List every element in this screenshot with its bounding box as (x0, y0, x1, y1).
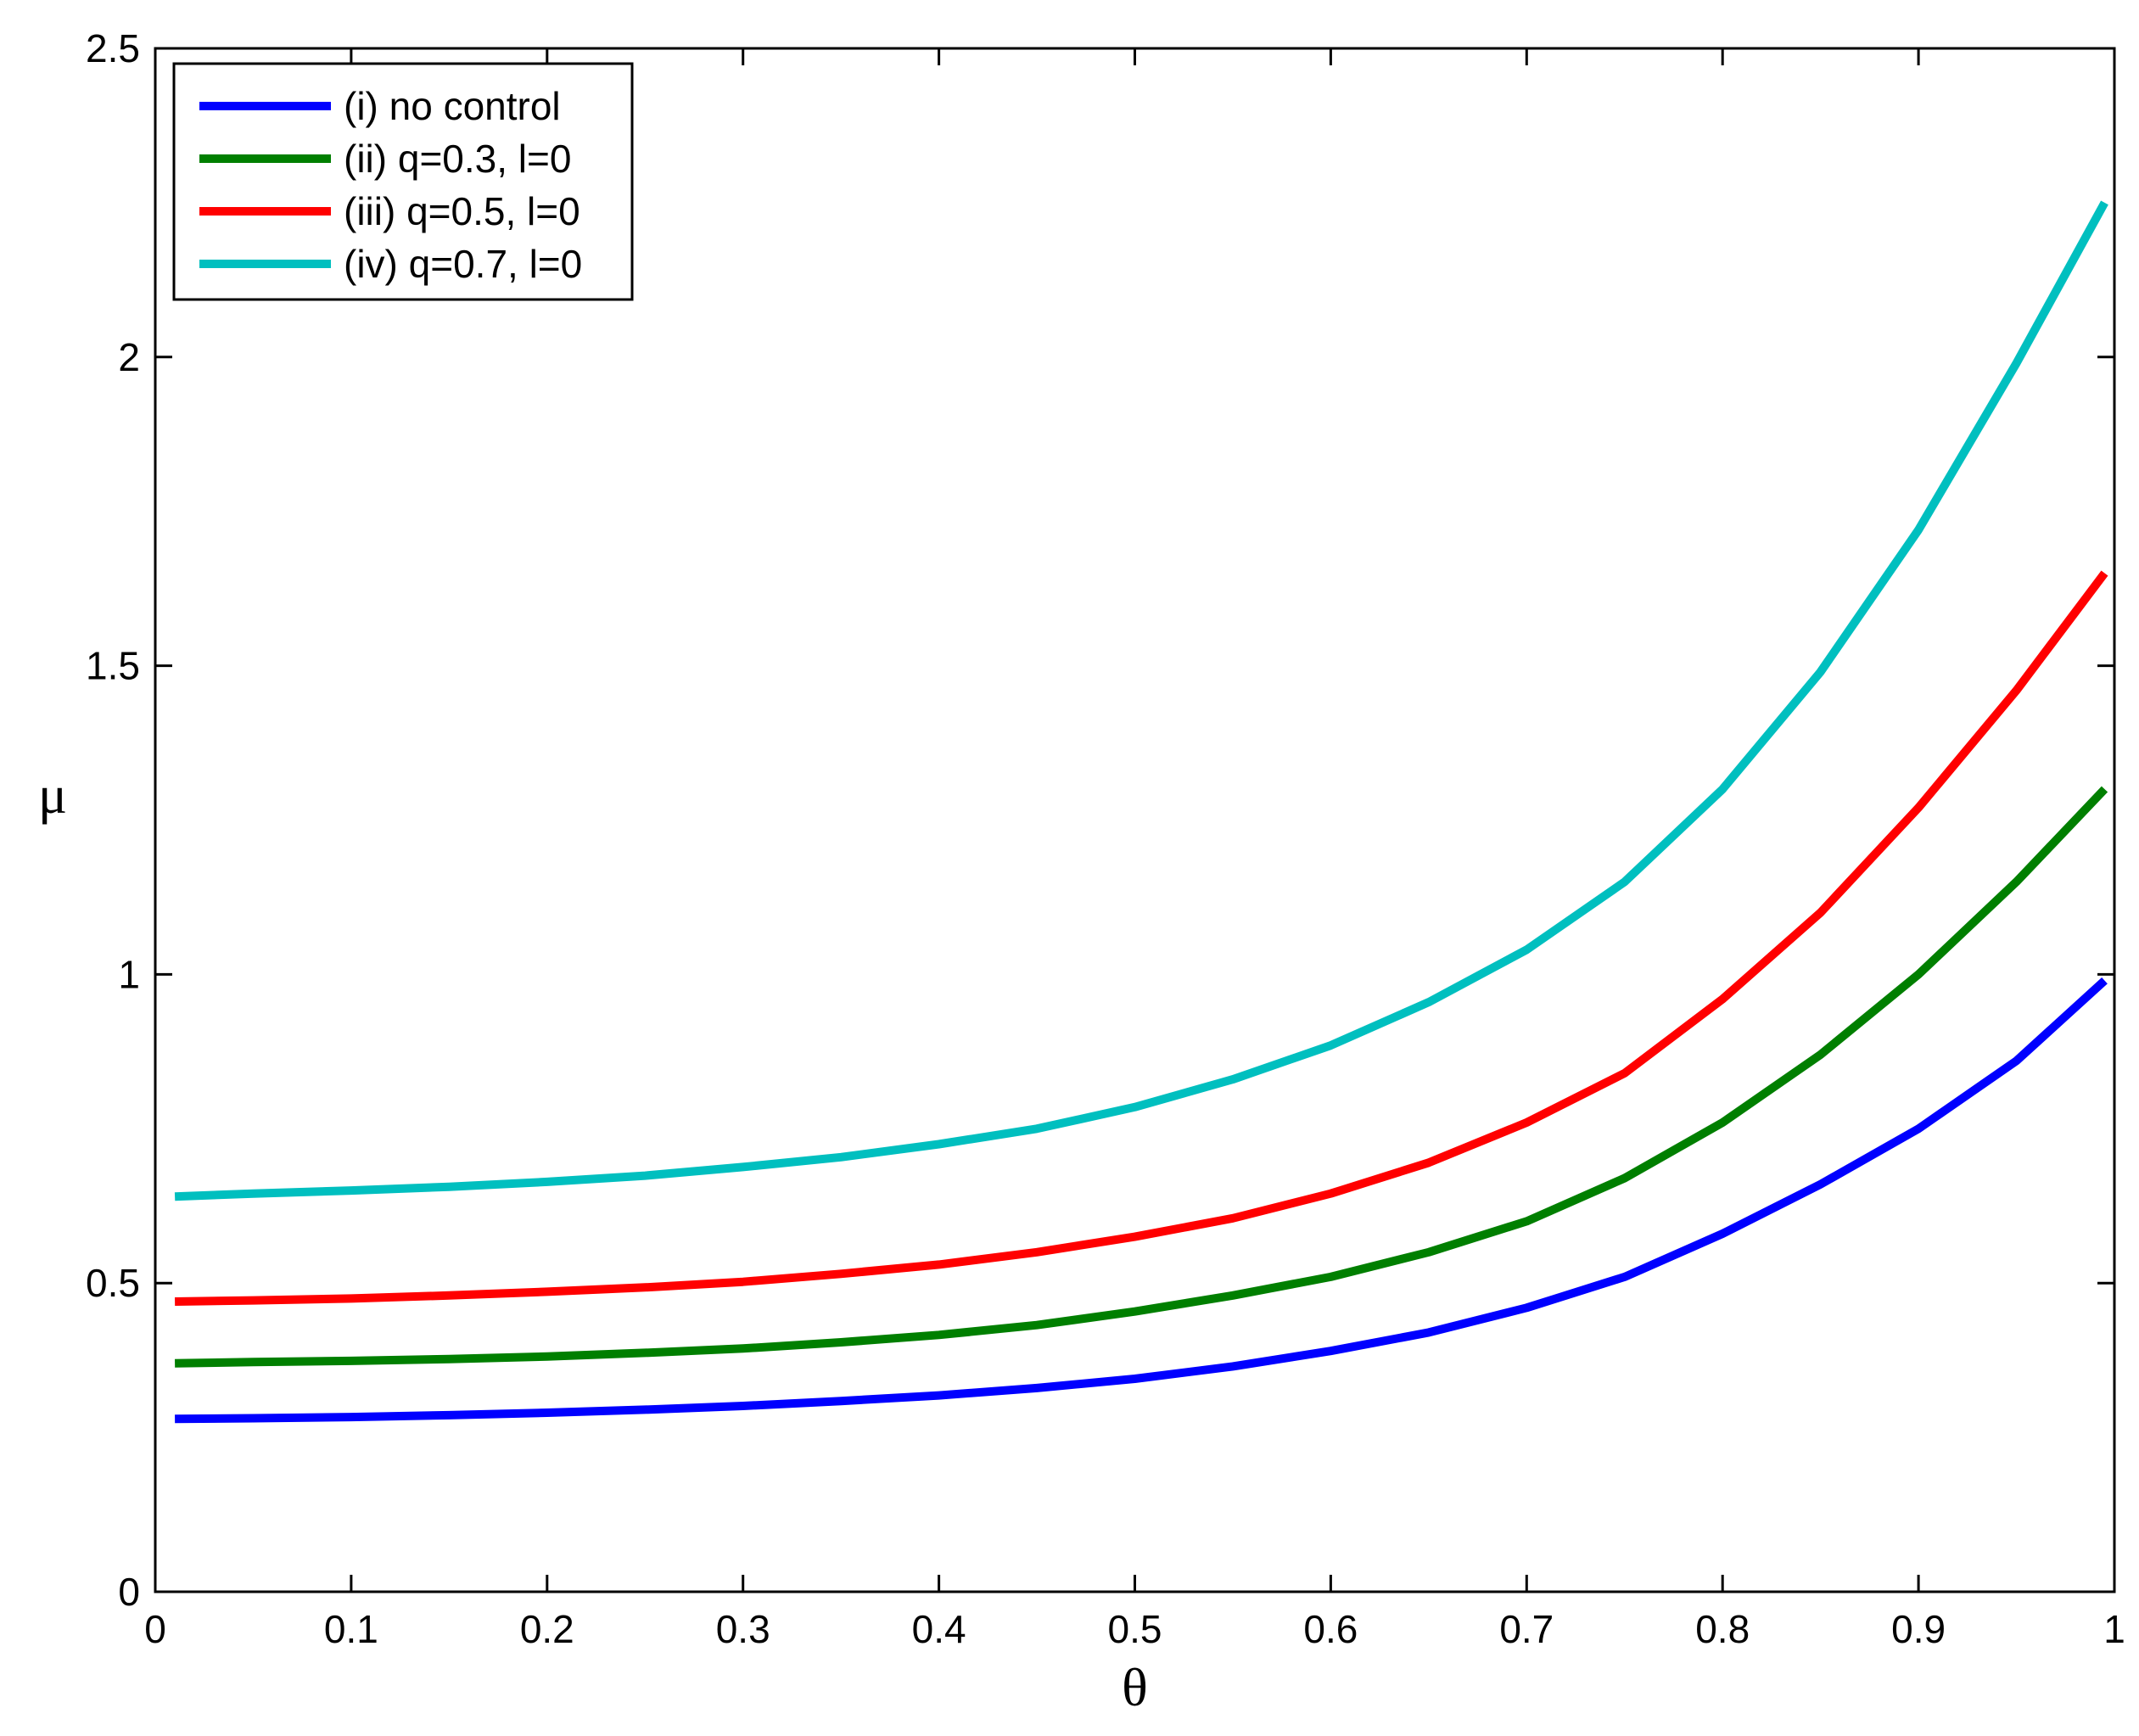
legend-label: (ii) q=0.3, l=0 (344, 137, 571, 181)
x-axis-label: θ (1122, 1657, 1148, 1717)
y-tick-label: 2.5 (86, 26, 140, 70)
series-line-1 (175, 977, 2108, 1424)
x-tick-label: 0.7 (1499, 1607, 1554, 1651)
legend-label: (iii) q=0.5, l=0 (344, 189, 580, 233)
x-tick-label: 0.9 (1891, 1607, 1946, 1651)
y-tick-label: 0 (118, 1570, 140, 1614)
series-line-3 (175, 570, 2108, 1306)
plot-area (154, 47, 2116, 1593)
series-layer (174, 200, 2108, 1424)
y-tick-label: 0.5 (86, 1261, 140, 1305)
x-tick-label: 0.8 (1695, 1607, 1750, 1651)
x-tick-label: 0.1 (324, 1607, 378, 1651)
x-tick-label: 1 (2103, 1607, 2125, 1651)
legend-label: (i) no control (344, 84, 561, 128)
y-tick-label: 1.5 (86, 644, 140, 688)
x-tick-label: 0 (144, 1607, 166, 1651)
x-tick-label: 0.4 (912, 1607, 966, 1651)
legend: (i) no control (ii) q=0.3, l=0 (iii) q=0.5… (172, 62, 634, 301)
series-line-2 (175, 786, 2108, 1368)
y-tick-label: 2 (118, 335, 140, 379)
y-axis-label: μ (38, 764, 67, 825)
x-tick-label: 0.3 (716, 1607, 770, 1651)
axis-ticks: 0 0.1 0.2 0.3 0.4 0.5 0.6 0.7 0.8 0.9 1 0 0.5 1 1.5 2 2.… (86, 26, 2125, 1651)
series-line-4 (174, 200, 2108, 1201)
x-tick-label: 0.5 (1108, 1607, 1162, 1651)
legend-label: (iv) q=0.7, l=0 (344, 242, 582, 286)
y-tick-label: 1 (118, 952, 140, 996)
x-tick-label: 0.2 (520, 1607, 574, 1651)
x-tick-label: 0.6 (1303, 1607, 1358, 1651)
